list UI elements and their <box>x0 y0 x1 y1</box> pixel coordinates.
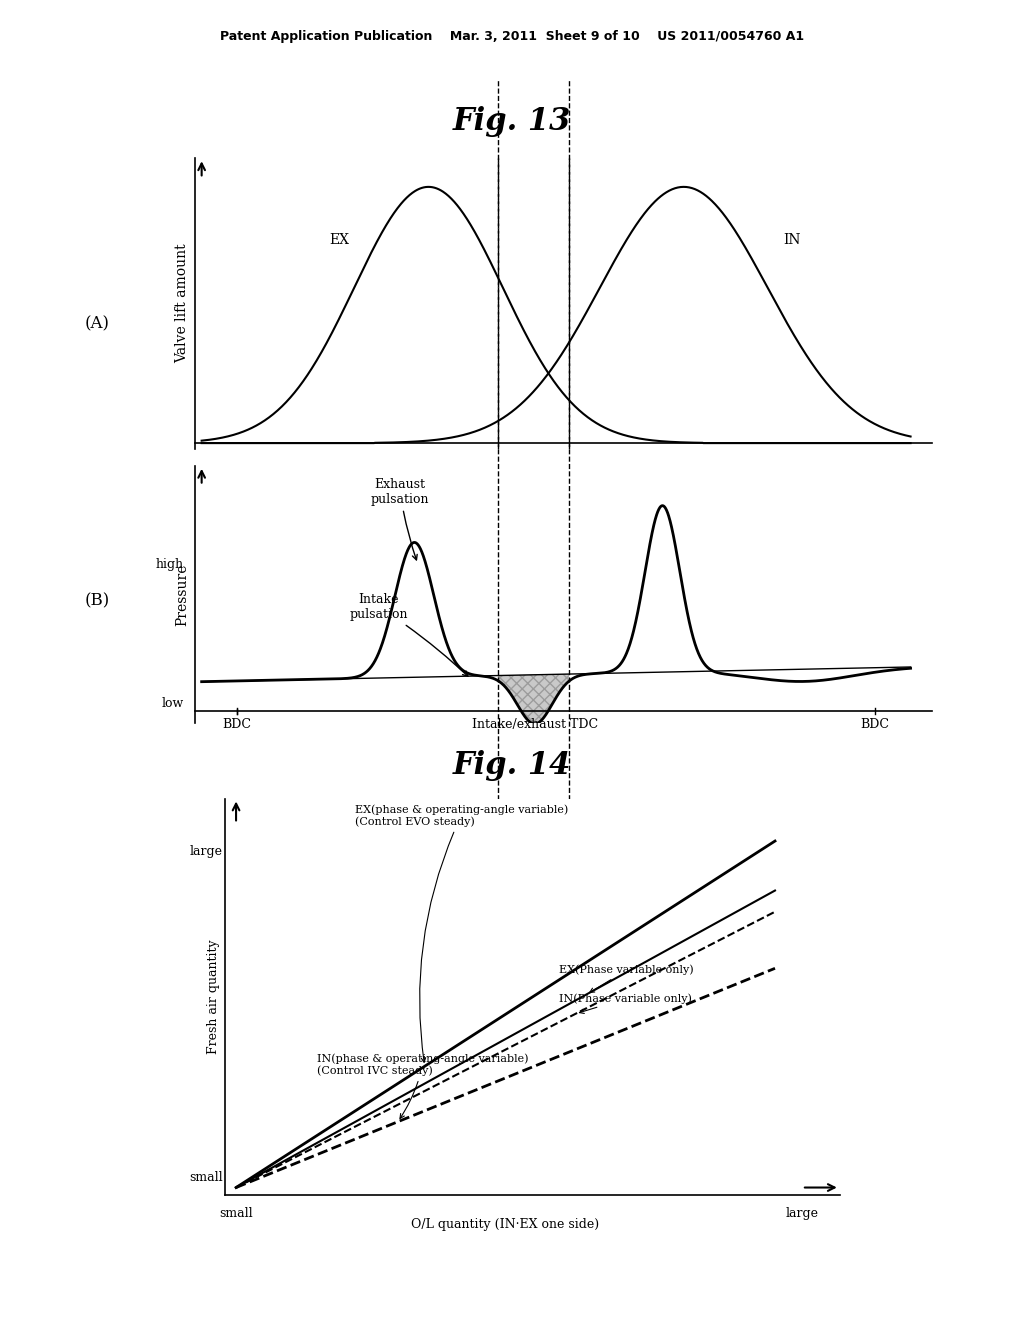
Text: IN(phase & operating-angle variable)
(Control IVC steady): IN(phase & operating-angle variable) (Co… <box>316 1053 528 1118</box>
Text: Fig. 13: Fig. 13 <box>453 106 571 136</box>
Text: IN(Phase variable only): IN(Phase variable only) <box>559 993 692 1014</box>
Text: Intake/exhaust TDC: Intake/exhaust TDC <box>472 718 598 731</box>
Text: (A): (A) <box>85 315 110 331</box>
Text: BDC: BDC <box>860 718 890 731</box>
Text: Patent Application Publication    Mar. 3, 2011  Sheet 9 of 10    US 2011/0054760: Patent Application Publication Mar. 3, 2… <box>220 30 804 44</box>
Text: EX(Phase variable only): EX(Phase variable only) <box>559 965 694 993</box>
Text: IN: IN <box>783 232 801 247</box>
Text: (B): (B) <box>85 593 110 609</box>
Text: O/L quantity (IN·EX one side): O/L quantity (IN·EX one side) <box>412 1217 600 1230</box>
Text: Fig. 14: Fig. 14 <box>453 750 571 780</box>
Text: BDC: BDC <box>222 718 252 731</box>
Y-axis label: Valve lift amount: Valve lift amount <box>175 244 189 363</box>
Text: low: low <box>162 697 184 710</box>
Text: small: small <box>219 1206 253 1220</box>
Text: Intake
pulsation: Intake pulsation <box>349 593 468 676</box>
Text: large: large <box>189 845 222 858</box>
Text: EX(phase & operating-angle variable)
(Control EVO steady): EX(phase & operating-angle variable) (Co… <box>354 804 568 1063</box>
Y-axis label: Pressure: Pressure <box>175 564 189 626</box>
Text: high: high <box>156 557 184 570</box>
Text: small: small <box>189 1171 222 1184</box>
Text: large: large <box>785 1206 818 1220</box>
Text: Exhaust
pulsation: Exhaust pulsation <box>371 478 429 560</box>
Text: EX: EX <box>330 232 349 247</box>
Y-axis label: Fresh air quantity: Fresh air quantity <box>207 940 220 1053</box>
